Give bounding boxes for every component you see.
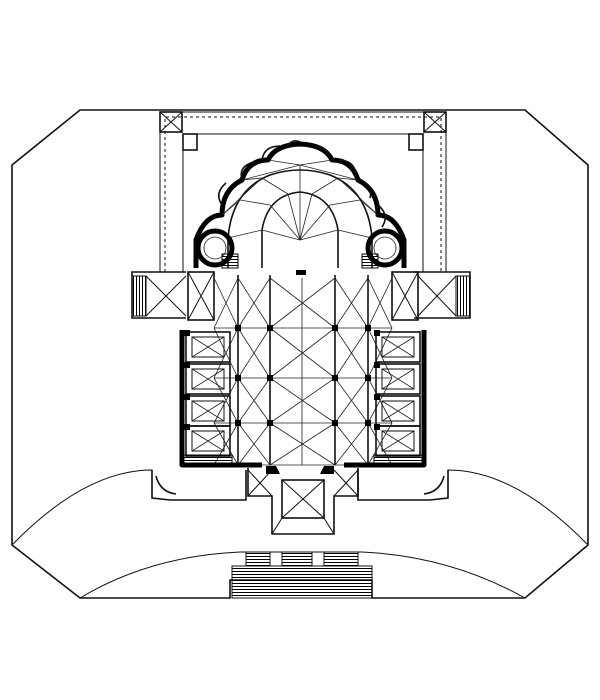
pier <box>235 375 241 381</box>
vault-rib <box>334 422 369 466</box>
vault-rib <box>367 327 393 379</box>
apse <box>193 140 407 275</box>
pier <box>267 420 273 426</box>
vault-rib <box>213 277 239 329</box>
vault-rib <box>367 422 393 466</box>
vault-rib <box>269 327 336 379</box>
vault-rib <box>269 377 336 424</box>
vault-rib <box>237 327 271 379</box>
side-chapel <box>375 331 421 363</box>
chapel-rib <box>191 400 225 422</box>
chapel-vault <box>191 368 225 390</box>
pier <box>332 420 338 426</box>
chapel-buttress <box>184 330 190 336</box>
chapel-vault <box>381 400 415 422</box>
north-aisle-chapels <box>179 330 240 468</box>
pier <box>235 325 241 331</box>
vault-rib <box>237 277 271 329</box>
enclosure-band <box>159 111 447 272</box>
chapel-rib <box>191 336 225 358</box>
chapel-vault <box>381 336 415 358</box>
pier <box>332 375 338 381</box>
vault-rib <box>334 277 369 329</box>
chapel-rib <box>381 400 415 422</box>
chapel-buttress <box>374 362 380 368</box>
south-hatched-base <box>373 454 423 466</box>
vault-rib <box>213 327 239 379</box>
south-aisle-chapels <box>366 330 427 468</box>
north-hatched-base <box>183 454 233 466</box>
chapel-buttress <box>184 362 190 368</box>
chapel-buttress <box>374 394 380 400</box>
chapel-buttress <box>184 424 190 430</box>
vault-rib <box>237 422 271 466</box>
chapel-rib <box>381 368 415 390</box>
pier <box>267 375 273 381</box>
side-chapel <box>185 331 231 363</box>
vault-rib <box>237 377 271 424</box>
pier <box>332 325 338 331</box>
chapel-rib <box>381 430 415 452</box>
chapel-rib <box>191 368 225 390</box>
west-porch <box>151 462 449 535</box>
chapel-buttress <box>374 330 380 336</box>
pier <box>365 325 371 331</box>
side-chapel <box>375 363 421 395</box>
nave <box>213 275 393 466</box>
vault-rib <box>269 277 336 329</box>
entrance-steps <box>231 551 373 599</box>
side-chapel <box>185 363 231 395</box>
chapel-rib <box>191 430 225 452</box>
pier <box>365 420 371 426</box>
chapel-vault <box>381 368 415 390</box>
chapel-vault <box>381 430 415 452</box>
vault-rib <box>334 327 369 379</box>
south-transept <box>391 271 471 321</box>
chapel-buttress <box>374 424 380 430</box>
vault-rib <box>367 277 393 329</box>
north-transept <box>131 271 215 321</box>
pier <box>267 325 273 331</box>
vault-rib <box>213 377 239 424</box>
chapel-vault <box>191 430 225 452</box>
chapel-rib <box>381 336 415 358</box>
vault-rib <box>269 422 336 466</box>
pier <box>365 375 371 381</box>
vault-rib <box>334 377 369 424</box>
chapel-vault <box>191 400 225 422</box>
pier <box>235 420 241 426</box>
chapel-buttress <box>184 394 190 400</box>
chapel-vault <box>191 336 225 358</box>
